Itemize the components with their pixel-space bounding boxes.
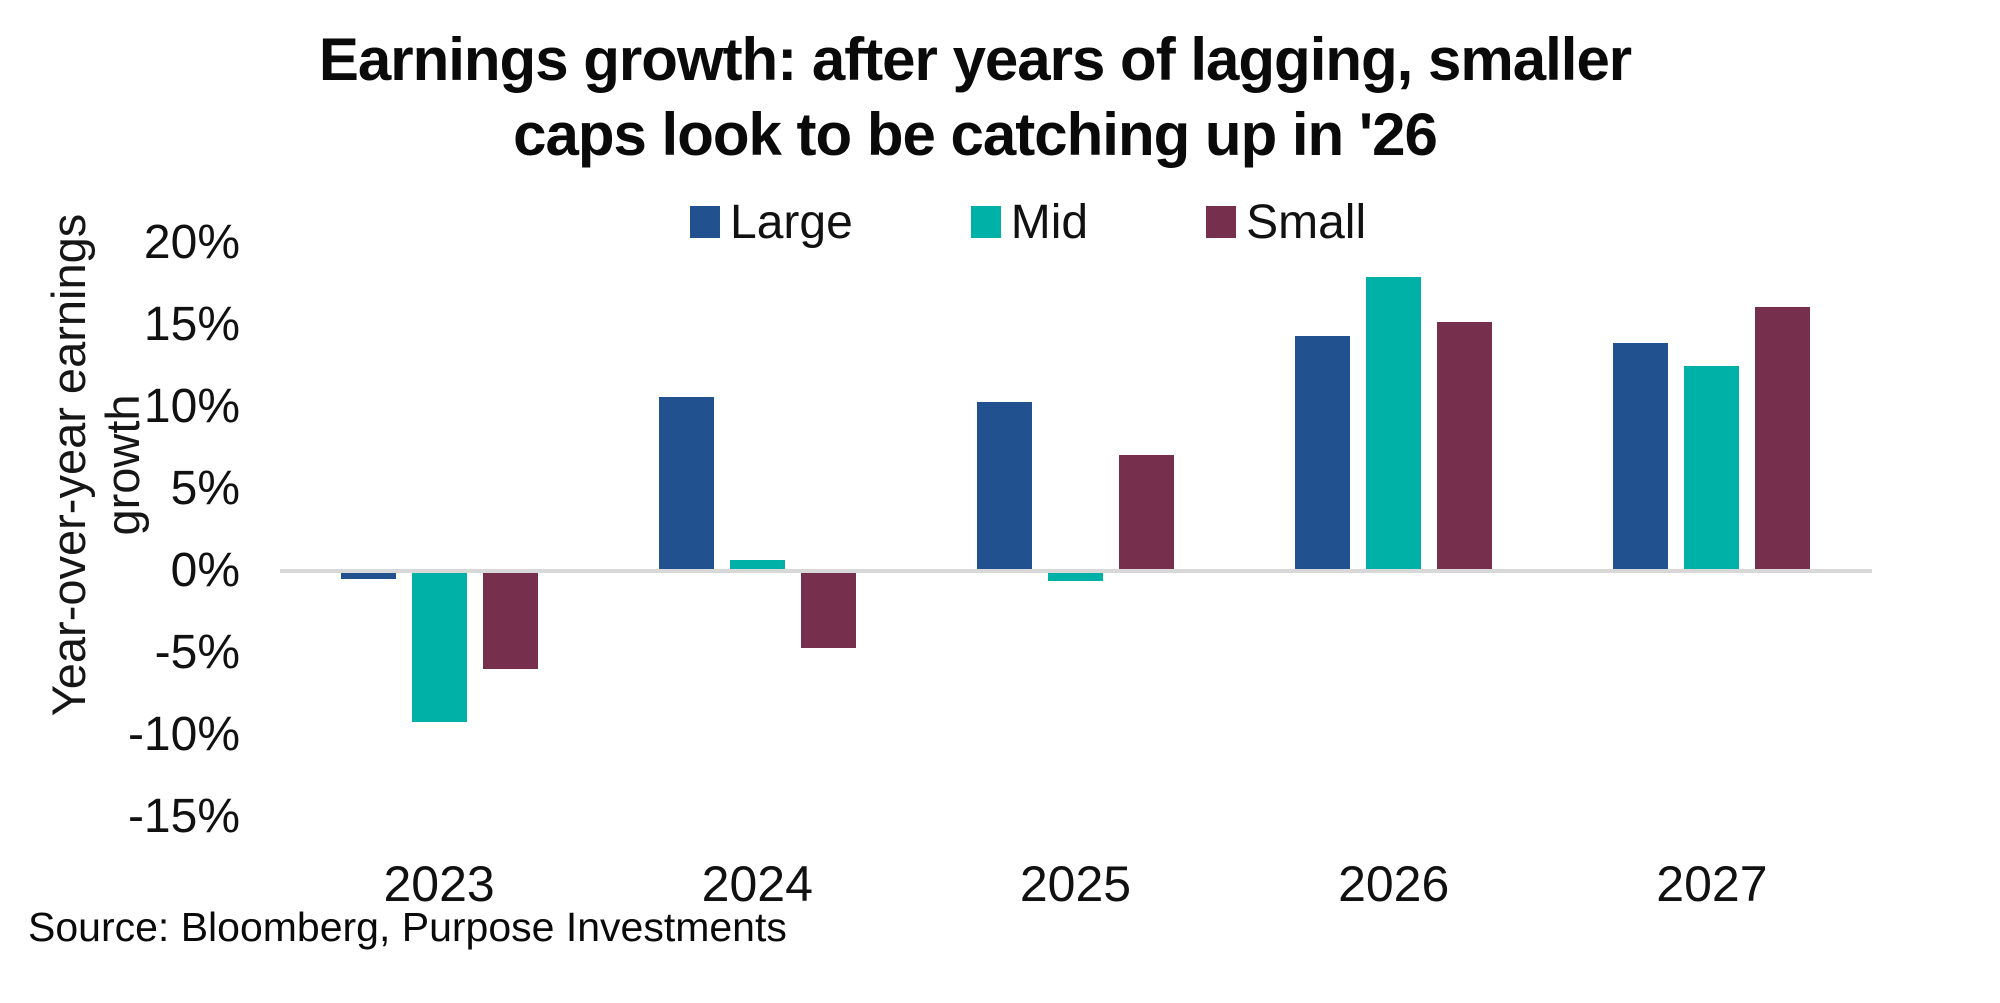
x-tick-2027: 2027	[1656, 856, 1768, 912]
legend-label-large: Large	[730, 195, 853, 249]
legend-item-mid: Mid	[970, 195, 1089, 249]
bar-mid-2027	[1684, 366, 1740, 571]
bar-large-2026	[1295, 336, 1351, 571]
bar-large-2024	[658, 397, 714, 571]
y-tick-15%: 15%	[143, 298, 240, 351]
y-tick--15%: -15%	[127, 790, 240, 843]
y-tick-5%: 5%	[170, 462, 240, 515]
legend-swatch-small-icon	[1206, 206, 1237, 238]
bar-mid-2023	[411, 571, 467, 722]
legend-label-small: Small	[1246, 195, 1367, 249]
legend: Large Mid Small	[690, 195, 1367, 249]
y-tick--5%: -5%	[154, 626, 240, 679]
bar-mid-2026	[1366, 277, 1422, 571]
y-tick--10%: -10%	[127, 708, 240, 761]
x-tick-2025: 2025	[1019, 856, 1132, 912]
chart-title: Earnings growth: after years of lagging,…	[0, 22, 1950, 172]
bar-mid-2024	[729, 559, 785, 571]
bar-large-2023	[340, 571, 396, 580]
bar-small-2027	[1755, 306, 1811, 571]
bar-large-2025	[977, 402, 1032, 571]
bar-small-2023	[482, 571, 538, 670]
legend-item-small: Small	[1206, 195, 1367, 249]
x-tick-2023: 2023	[383, 856, 495, 912]
x-tick-2024: 2024	[701, 856, 813, 912]
legend-label-mid: Mid	[1010, 195, 1089, 249]
bar-mid-2025	[1048, 571, 1103, 581]
bar-small-2024	[800, 571, 856, 649]
x-axis-line	[280, 569, 1872, 573]
legend-swatch-large-icon	[690, 206, 720, 238]
y-tick-10%: 10%	[143, 380, 240, 433]
legend-swatch-mid-icon	[970, 206, 1001, 238]
source-note: Source: Bloomberg, Purpose Investments	[28, 904, 787, 950]
bar-small-2025	[1119, 454, 1174, 571]
y-tick-20%: 20%	[143, 216, 240, 269]
bar-large-2027	[1613, 343, 1669, 571]
legend-item-large: Large	[690, 195, 853, 249]
chart-title-line1: Earnings growth: after years of lagging,…	[318, 26, 1632, 93]
y-tick-0%: 0%	[170, 544, 240, 597]
bar-small-2026	[1437, 321, 1493, 571]
x-tick-2026: 2026	[1338, 856, 1450, 912]
chart-title-line2: caps look to be catching up in '26	[513, 101, 1438, 168]
